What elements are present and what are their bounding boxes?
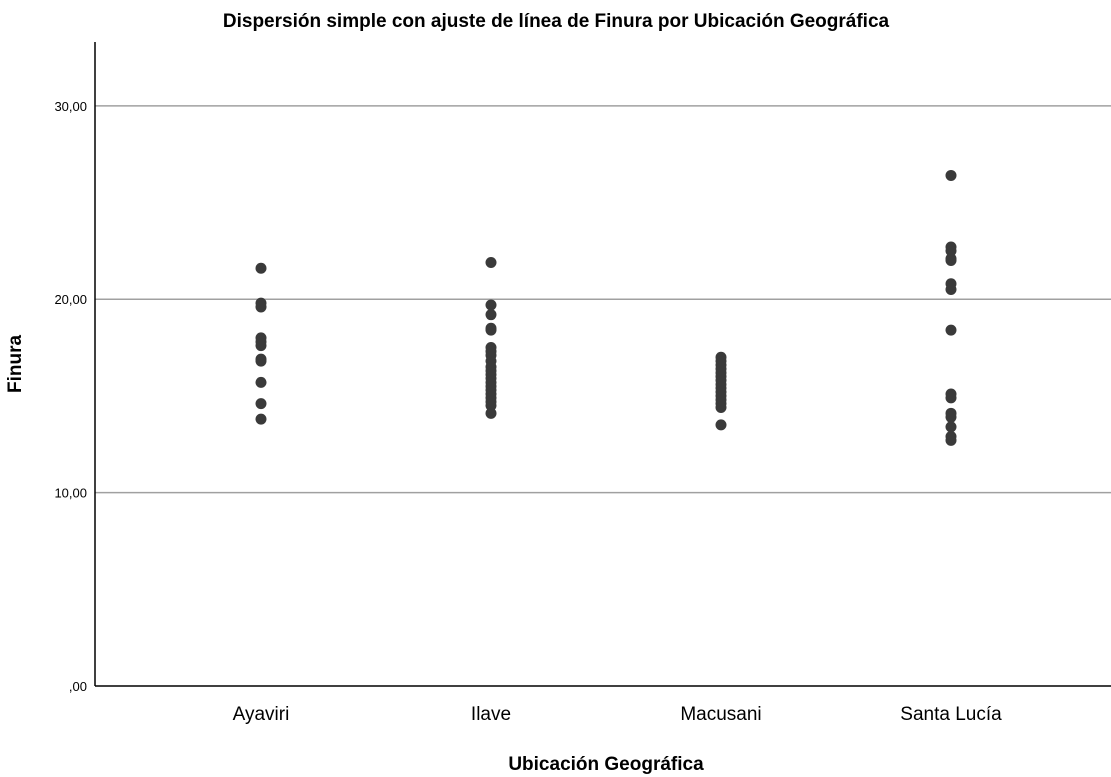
y-tick-label: 20,00 <box>54 292 87 307</box>
data-point <box>255 398 267 410</box>
y-tick-label: ,00 <box>69 679 87 694</box>
data-point <box>485 400 497 412</box>
data-point <box>485 324 497 336</box>
data-point <box>945 434 957 446</box>
data-point <box>945 284 957 296</box>
x-tick-label: Macusani <box>680 704 761 725</box>
x-tick-label: Ilave <box>471 704 511 725</box>
data-point <box>715 402 727 414</box>
data-point <box>715 419 727 431</box>
data-point <box>255 301 267 313</box>
data-point <box>255 413 267 425</box>
x-tick-label: Santa Lucía <box>900 704 1002 725</box>
chart-title: Dispersión simple con ajuste de línea de… <box>223 11 890 32</box>
x-axis-ticks: Ayaviri Ilave Macusani Santa Lucía <box>233 704 1002 725</box>
data-point <box>945 411 957 423</box>
data-point <box>255 262 267 274</box>
data-point <box>485 407 497 419</box>
data-point <box>485 256 497 268</box>
data-point <box>945 421 957 433</box>
data-point <box>945 324 957 336</box>
data-point <box>485 299 497 311</box>
data-point <box>255 340 267 352</box>
gridlines <box>95 105 1111 494</box>
x-tick-label: Ayaviri <box>233 704 290 725</box>
y-axis-ticks: ,00 10,00 20,00 30,00 <box>54 99 87 694</box>
data-point <box>945 169 957 181</box>
data-point <box>945 245 957 257</box>
data-point <box>485 309 497 321</box>
x-axis-label: Ubicación Geográfica <box>508 754 704 775</box>
y-axis-label: Finura <box>5 335 26 393</box>
data-points <box>255 169 957 446</box>
y-tick-label: 10,00 <box>54 486 87 501</box>
data-point <box>255 355 267 367</box>
data-point <box>255 376 267 388</box>
y-tick-label: 30,00 <box>54 99 87 114</box>
data-point <box>945 392 957 404</box>
data-point <box>945 255 957 267</box>
